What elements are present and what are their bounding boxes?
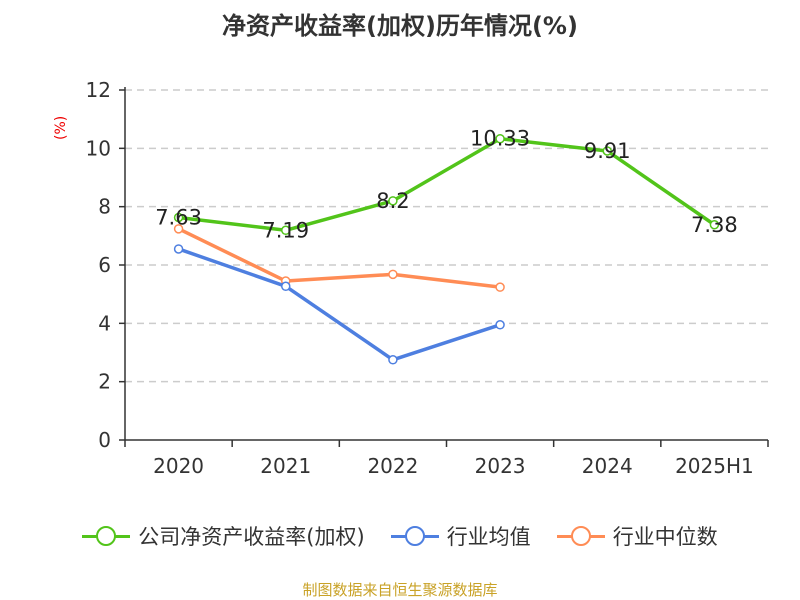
- data-point: [495, 282, 505, 292]
- chart-title: 净资产收益率(加权)历年情况(%): [222, 12, 578, 40]
- data-point: [495, 133, 505, 144]
- y-tick-label: 12: [86, 78, 111, 102]
- legend-label: 行业均值: [446, 525, 531, 549]
- x-tick-label: 2024: [582, 454, 633, 478]
- data-point: [388, 355, 398, 365]
- data-point: [173, 212, 184, 223]
- data-point: [281, 225, 291, 236]
- source-note: 制图数据来自恒生聚源数据库: [302, 581, 498, 599]
- legend-label: 公司净资产收益率(加权): [138, 525, 365, 549]
- data-point: [173, 244, 184, 254]
- legend-marker-icon: [556, 526, 605, 546]
- data-label: 9.91: [584, 139, 631, 163]
- x-tick-label: 2021: [260, 454, 311, 478]
- legend-item[interactable]: 行业均值: [390, 521, 531, 551]
- data-label: 8.2: [376, 189, 409, 213]
- series-line: [177, 227, 501, 289]
- data-point: [602, 146, 612, 156]
- data-point: [709, 220, 720, 230]
- y-tick-label: 0: [98, 428, 111, 452]
- y-tick-label: 10: [86, 136, 111, 160]
- series-line: [178, 136, 716, 233]
- data-label: 10.33: [470, 127, 530, 151]
- data-point: [388, 269, 398, 280]
- legend-item[interactable]: 行业中位数: [556, 521, 718, 551]
- y-tick-label: 6: [98, 253, 111, 277]
- data-label: 7.38: [691, 213, 738, 237]
- legend-item[interactable]: 公司净资产收益率(加权): [82, 521, 365, 551]
- data-point: [173, 224, 184, 234]
- y-tick-label: 4: [98, 311, 111, 335]
- x-tick-label: 2022: [367, 454, 418, 478]
- x-tick-label: 2023: [475, 454, 526, 478]
- data-point: [281, 281, 291, 292]
- legend-marker-icon: [82, 526, 131, 546]
- y-tick-label: 2: [98, 370, 111, 394]
- legend-marker-icon: [390, 526, 439, 546]
- data-label: 7.63: [155, 205, 202, 229]
- data-point: [388, 196, 398, 206]
- x-tick-label: 2020: [153, 454, 204, 478]
- x-tick-label: 2025H1: [675, 454, 754, 478]
- data-label: 7.19: [262, 218, 309, 242]
- y-tick-label: 8: [98, 195, 111, 219]
- data-point: [495, 320, 505, 330]
- legend: 公司净资产收益率(加权) 行业均值 行业中位数: [0, 521, 800, 551]
- legend-label: 行业中位数: [612, 525, 718, 549]
- series-line: [178, 247, 501, 362]
